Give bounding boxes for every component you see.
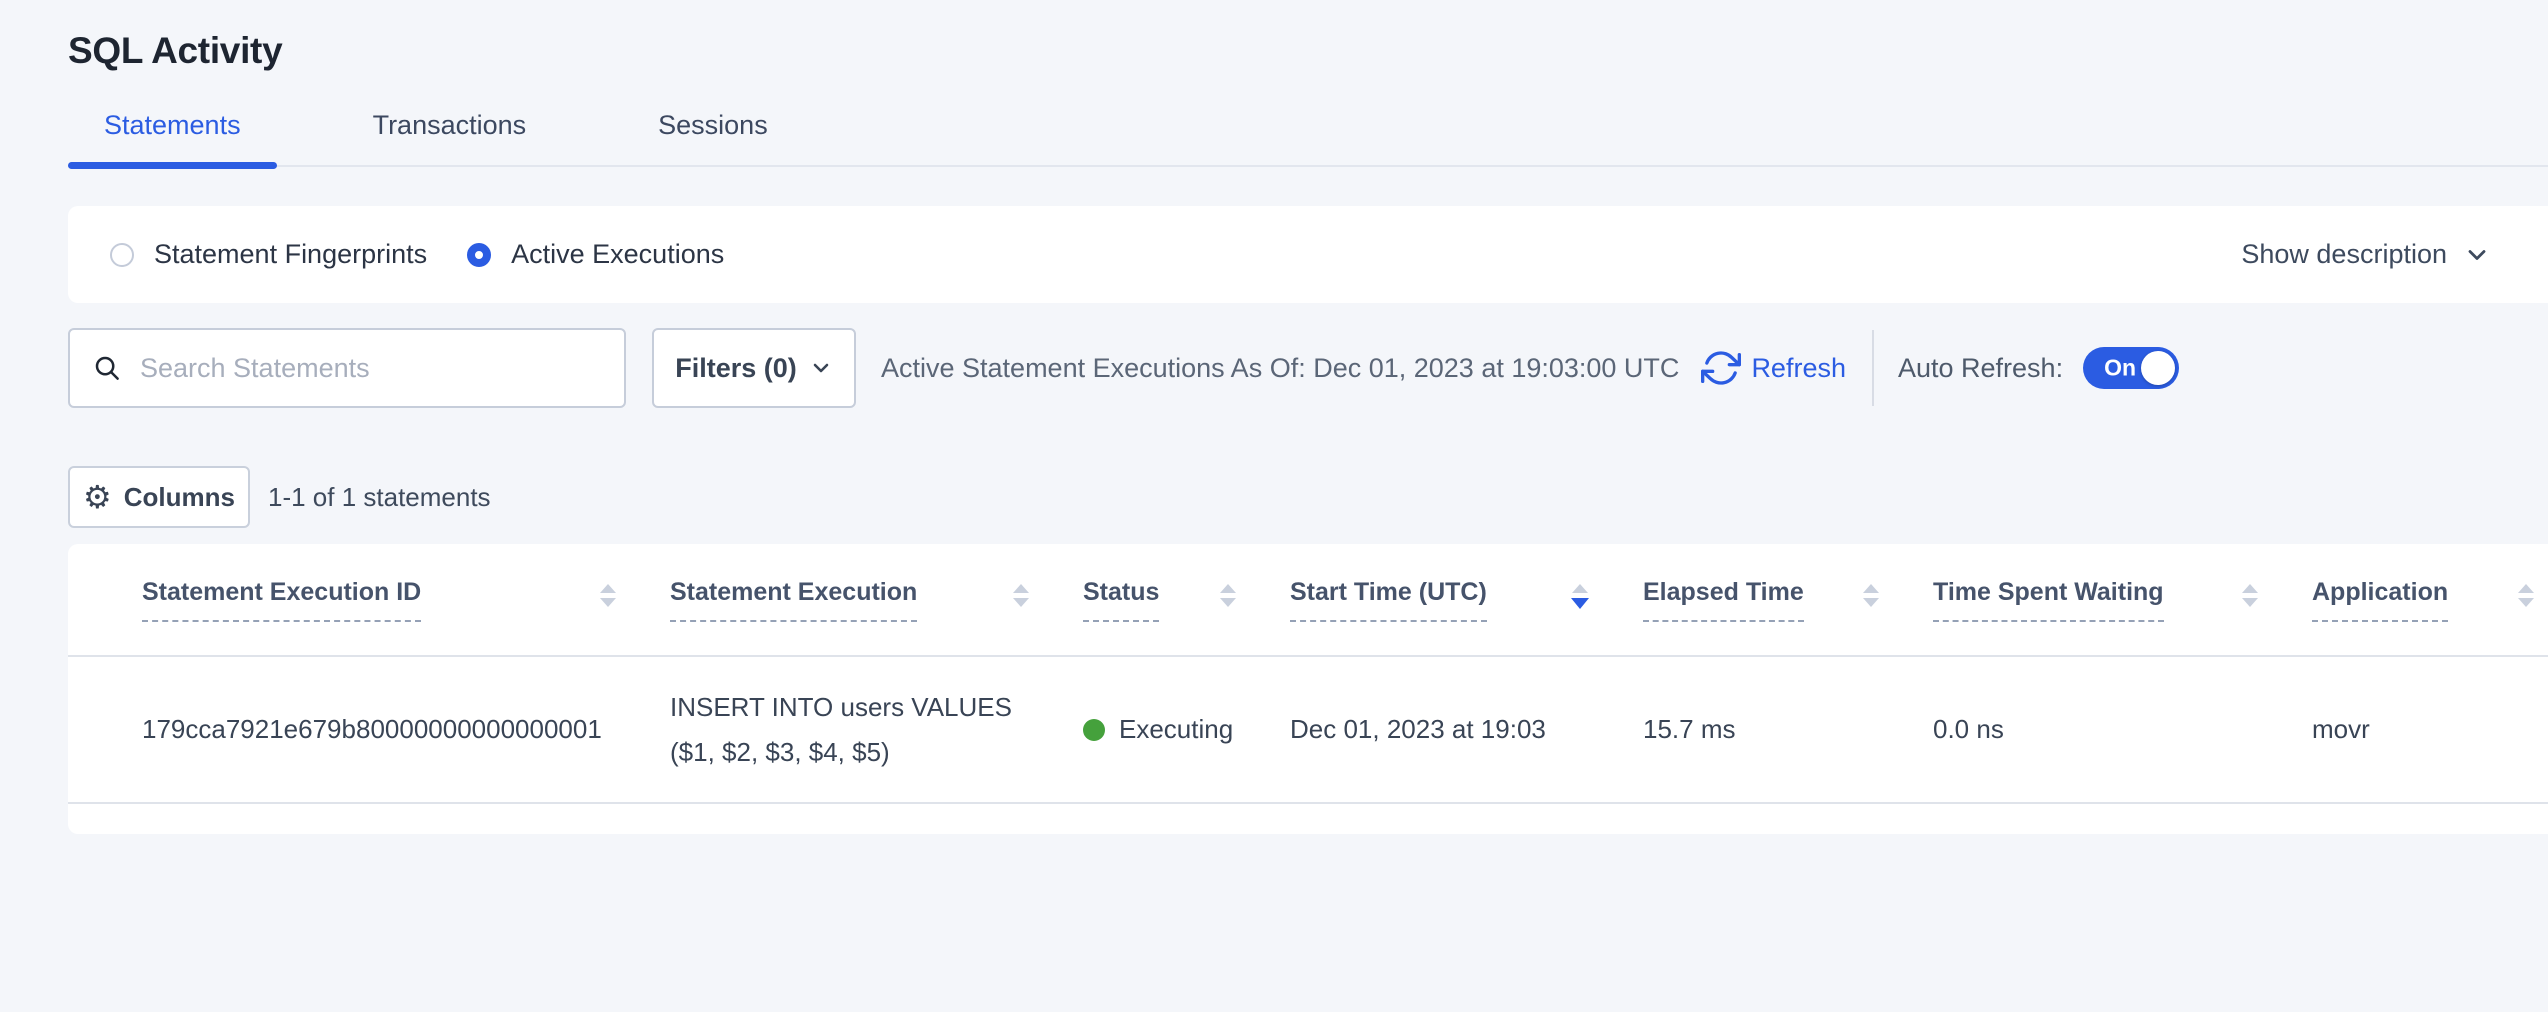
- column-header-status[interactable]: Status: [1083, 544, 1290, 655]
- toolbar-divider: [1871, 330, 1874, 406]
- sort-arrows-icon[interactable]: [2518, 584, 2534, 607]
- tab-statements[interactable]: Statements: [68, 110, 277, 169]
- refresh-label[interactable]: Refresh: [1751, 352, 1846, 383]
- column-header-application[interactable]: Application: [2312, 544, 2548, 655]
- column-header-statement-execution-id[interactable]: Statement Execution ID: [68, 544, 670, 655]
- cell-time-spent-waiting: 0.0 ns: [1933, 714, 2004, 744]
- toggle-knob[interactable]: [2141, 351, 2176, 385]
- cell-elapsed-time: 15.7 ms: [1643, 714, 1736, 744]
- table-controls: ⚙ Columns 1-1 of 1 statements: [68, 466, 2548, 528]
- search-input[interactable]: [138, 351, 624, 385]
- auto-refresh-toggle[interactable]: On: [2083, 347, 2180, 389]
- search-icon: [95, 356, 119, 380]
- column-header-start-time[interactable]: Start Time (UTC): [1290, 544, 1643, 655]
- show-description-toggle[interactable]: Show description: [2241, 239, 2491, 270]
- columns-button[interactable]: ⚙ Columns: [68, 466, 250, 528]
- sort-arrows-icon[interactable]: [2242, 584, 2258, 607]
- cell-application: movr: [2312, 714, 2370, 744]
- cell-status: Executing: [1083, 714, 1290, 745]
- table-header-row: Statement Execution ID Statement Executi…: [68, 544, 2548, 657]
- filters-button[interactable]: Filters (0): [652, 328, 856, 408]
- toolbar: Filters (0) Active Statement Executions …: [68, 328, 2548, 408]
- sql-activity-page: SQL Activity Statements Transactions Ses…: [0, 30, 2548, 834]
- as-of-timestamp: Active Statement Executions As Of: Dec 0…: [881, 352, 1680, 383]
- column-header-statement-execution[interactable]: Statement Execution: [670, 544, 1083, 655]
- auto-refresh-label: Auto Refresh:: [1897, 352, 2064, 383]
- refresh-icon[interactable]: [1701, 348, 1742, 388]
- tab-bar: Statements Transactions Sessions: [68, 110, 2548, 169]
- sort-arrows-icon[interactable]: [1863, 584, 1879, 607]
- tab-sessions[interactable]: Sessions: [658, 110, 768, 140]
- radio-unselected-icon[interactable]: [110, 242, 134, 267]
- status-text: Executing: [1119, 714, 1234, 744]
- columns-label[interactable]: Columns: [123, 481, 235, 512]
- column-header-time-spent-waiting[interactable]: Time Spent Waiting: [1933, 544, 2312, 655]
- cell-execution-id[interactable]: 179cca7921e679b80000000000000001: [142, 714, 602, 744]
- sort-arrows-icon[interactable]: [600, 584, 616, 607]
- refresh-button[interactable]: Refresh: [1701, 348, 1846, 388]
- sort-arrows-icon-desc[interactable]: [1571, 584, 1589, 609]
- cell-start-time: Dec 01, 2023 at 19:03: [1290, 714, 1546, 744]
- results-count: 1-1 of 1 statements: [268, 481, 491, 512]
- radio-label[interactable]: Statement Fingerprints: [154, 239, 428, 269]
- sort-arrows-icon[interactable]: [1220, 584, 1236, 607]
- page-title: SQL Activity: [68, 30, 283, 71]
- filters-label[interactable]: Filters (0): [675, 352, 797, 383]
- gear-icon: ⚙: [83, 478, 112, 516]
- toggle-state-label: On: [2104, 354, 2137, 381]
- tab-transactions[interactable]: Transactions: [372, 110, 527, 140]
- radio-label[interactable]: Active Executions: [511, 239, 725, 269]
- cell-statement-execution[interactable]: INSERT INTO users VALUES ($1, $2, $3, $4…: [670, 691, 1012, 767]
- radio-statement-fingerprints[interactable]: Statement Fingerprints: [110, 239, 427, 270]
- column-header-elapsed-time[interactable]: Elapsed Time: [1643, 544, 1933, 655]
- chevron-down-icon: [813, 363, 829, 373]
- view-mode-card: Statement Fingerprints Active Executions…: [68, 206, 2548, 303]
- search-box[interactable]: [68, 328, 626, 408]
- table-row[interactable]: 179cca7921e679b80000000000000001 INSERT …: [68, 657, 2548, 804]
- chevron-down-icon: [2468, 249, 2486, 260]
- statements-table: Statement Execution ID Statement Executi…: [68, 544, 2548, 834]
- sort-arrows-icon[interactable]: [1013, 584, 1029, 607]
- status-dot-icon: [1083, 718, 1105, 741]
- radio-active-executions[interactable]: Active Executions: [467, 239, 724, 270]
- show-description-label[interactable]: Show description: [2241, 239, 2447, 269]
- radio-selected-icon[interactable]: [467, 242, 492, 267]
